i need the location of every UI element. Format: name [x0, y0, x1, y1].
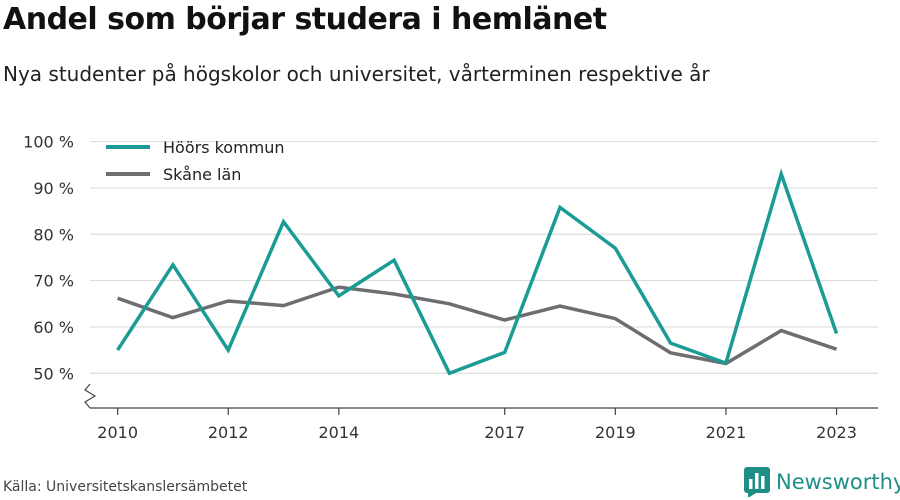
source-note: Källa: Universitetskanslersämbetet — [3, 479, 248, 495]
series-line-hoor — [116, 168, 839, 376]
newsworthy-logo-icon — [744, 467, 770, 497]
x-tick-label: 2012 — [208, 423, 249, 442]
legend-label: Skåne län — [163, 165, 241, 184]
x-tick-label: 2021 — [706, 423, 747, 442]
x-tick-label: 2014 — [318, 423, 359, 442]
x-tick-label: 2010 — [97, 423, 138, 442]
y-tick-label: 80 % — [33, 225, 74, 244]
y-tick-label: 70 % — [33, 272, 74, 291]
brand-logo: Newsworthy — [744, 466, 900, 498]
axis-break-icon — [84, 383, 97, 409]
y-tick-label: 90 % — [33, 179, 74, 198]
series-lines — [116, 168, 839, 376]
legend: Höörs kommun Skåne län — [106, 138, 285, 184]
y-tick-label: 100 % — [23, 133, 74, 152]
grid-lines — [90, 140, 878, 374]
chart-subtitle: Nya studenter på högskolor och universit… — [3, 62, 710, 86]
x-tick-label: 2019 — [595, 423, 636, 442]
chart-title: Andel som börjar studera i hemlänet — [3, 2, 607, 37]
brand-name: Newsworthy — [776, 470, 900, 494]
axes: 50 % 60 % 70 % 80 % 90 % 100 % 2010 2012 2014 201… — [23, 133, 878, 442]
series-line-skane — [117, 285, 838, 366]
x-tick-label: 2017 — [484, 423, 525, 442]
y-tick-label: 50 % — [33, 364, 74, 383]
legend-label: Höörs kommun — [163, 138, 285, 157]
x-tick-label: 2023 — [816, 423, 857, 442]
y-tick-label: 60 % — [33, 318, 74, 337]
